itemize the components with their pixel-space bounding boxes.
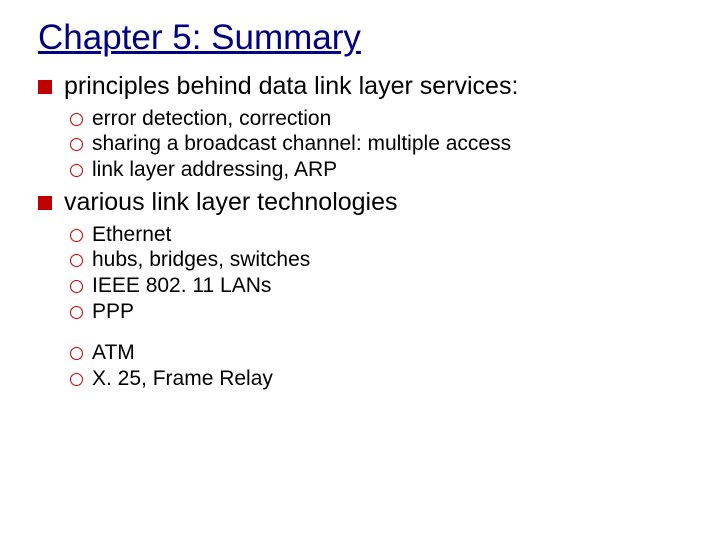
- list-item-text: Ethernet: [92, 223, 171, 246]
- list-item-text: PPP: [92, 300, 134, 323]
- list-item-text: X. 25, Frame Relay: [92, 367, 273, 390]
- list-item-text: error detection, correction: [92, 107, 331, 130]
- list-item: Ethernet: [70, 222, 682, 248]
- list-item-text: principles behind data link layer servic…: [64, 72, 518, 100]
- list-item: hubs, bridges, switches: [70, 247, 682, 273]
- list-item-text: ATM: [92, 341, 135, 364]
- list-item: PPP: [70, 299, 682, 325]
- list-item: ATM: [70, 340, 682, 366]
- list-item: IEEE 802. 11 LANs: [70, 273, 682, 299]
- bullet-list-level1: principles behind data link layer servic…: [38, 72, 682, 391]
- bullet-list-level2: ATM X. 25, Frame Relay: [70, 340, 682, 391]
- list-item-text: hubs, bridges, switches: [92, 248, 310, 271]
- list-item: principles behind data link layer servic…: [38, 72, 682, 182]
- list-item: X. 25, Frame Relay: [70, 366, 682, 392]
- list-item: various link layer technologies Ethernet…: [38, 188, 682, 391]
- list-item: sharing a broadcast channel: multiple ac…: [70, 131, 682, 157]
- list-item-text: sharing a broadcast channel: multiple ac…: [92, 132, 511, 155]
- slide: Chapter 5: Summary principles behind dat…: [0, 0, 720, 540]
- list-item: error detection, correction: [70, 106, 682, 132]
- list-item-text: various link layer technologies: [64, 188, 398, 216]
- bullet-list-level2: Ethernet hubs, bridges, switches IEEE 80…: [70, 222, 682, 324]
- list-item-text: link layer addressing, ARP: [92, 158, 337, 181]
- slide-title: Chapter 5: Summary: [38, 18, 682, 58]
- list-item: link layer addressing, ARP: [70, 157, 682, 183]
- list-item-text: IEEE 802. 11 LANs: [92, 274, 271, 297]
- bullet-list-level2: error detection, correction sharing a br…: [70, 106, 682, 183]
- spacer: [64, 330, 682, 336]
